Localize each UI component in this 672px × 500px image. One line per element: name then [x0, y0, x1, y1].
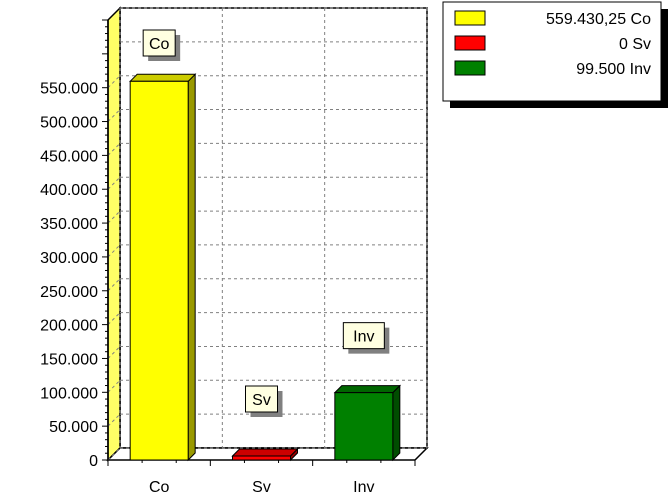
- legend-swatch: [454, 10, 486, 26]
- bar-side: [392, 384, 401, 462]
- legend-label: 559.430,25 Co: [546, 11, 651, 28]
- gridline-side: [107, 143, 121, 156]
- bar-front: [129, 80, 189, 461]
- bar-top: [128, 73, 197, 82]
- y-tick-label: 350.000: [40, 216, 98, 233]
- bar-sv: [231, 447, 299, 462]
- y-tick-label: 0: [89, 453, 98, 470]
- gridline-side: [107, 210, 121, 224]
- bar-label: Inv: [353, 329, 374, 346]
- bar-label-box: [342, 322, 385, 350]
- gridline-side: [107, 278, 121, 292]
- y-tick-label: 150.000: [40, 351, 98, 368]
- y-tick-label: 100.000: [40, 385, 98, 402]
- gridline-side: [107, 75, 121, 89]
- plot-area: 0 50.000 100.000 150.000 200.000 250.000 300.0…: [40, 6, 429, 496]
- gridline-side: [107, 379, 121, 393]
- gridline-side: [107, 312, 121, 325]
- bar-label-box: [245, 385, 278, 413]
- legend-label: 0 Sv: [619, 36, 651, 53]
- gridline-side: [107, 346, 121, 359]
- gridline-side: [107, 447, 121, 461]
- bar-label: Sv: [252, 392, 271, 409]
- bar-label: Co: [149, 36, 170, 53]
- bar-label-box: [142, 29, 176, 57]
- y-tick-label: 450.000: [40, 148, 98, 165]
- legend: 559.430,25 Co 0 Sv 99.500 Inv: [442, 1, 668, 108]
- y-tick-label: 300.000: [40, 250, 98, 267]
- x-tick-label: Co: [149, 479, 170, 496]
- x-tick-label: Inv: [353, 479, 374, 496]
- y-tick-label: 400.000: [40, 182, 98, 199]
- bar-top: [333, 385, 402, 394]
- legend-label: 99.500 Inv: [576, 61, 651, 78]
- y-tick-label: 200.000: [40, 318, 98, 335]
- x-tick-label: Sv: [252, 479, 271, 496]
- y-tick-label: 500.000: [40, 115, 98, 132]
- gridline-side: [107, 109, 121, 122]
- legend-swatch: [454, 60, 486, 76]
- bar-front: [232, 455, 291, 461]
- bar-inv: [333, 384, 402, 462]
- gridline-side: [107, 244, 121, 258]
- y-tick-label: 250.000: [40, 284, 98, 301]
- y-tick-label: 50.000: [49, 419, 98, 436]
- y-tick-label: 550.000: [40, 81, 98, 98]
- bar-co: [128, 73, 197, 462]
- bar-side: [187, 73, 196, 462]
- bar-front: [334, 392, 394, 461]
- legend-swatch: [454, 35, 486, 51]
- plot-side-wall: [107, 6, 121, 462]
- gridline-side: [107, 176, 121, 190]
- gridline-side: [107, 413, 121, 427]
- bar-top: [231, 448, 299, 457]
